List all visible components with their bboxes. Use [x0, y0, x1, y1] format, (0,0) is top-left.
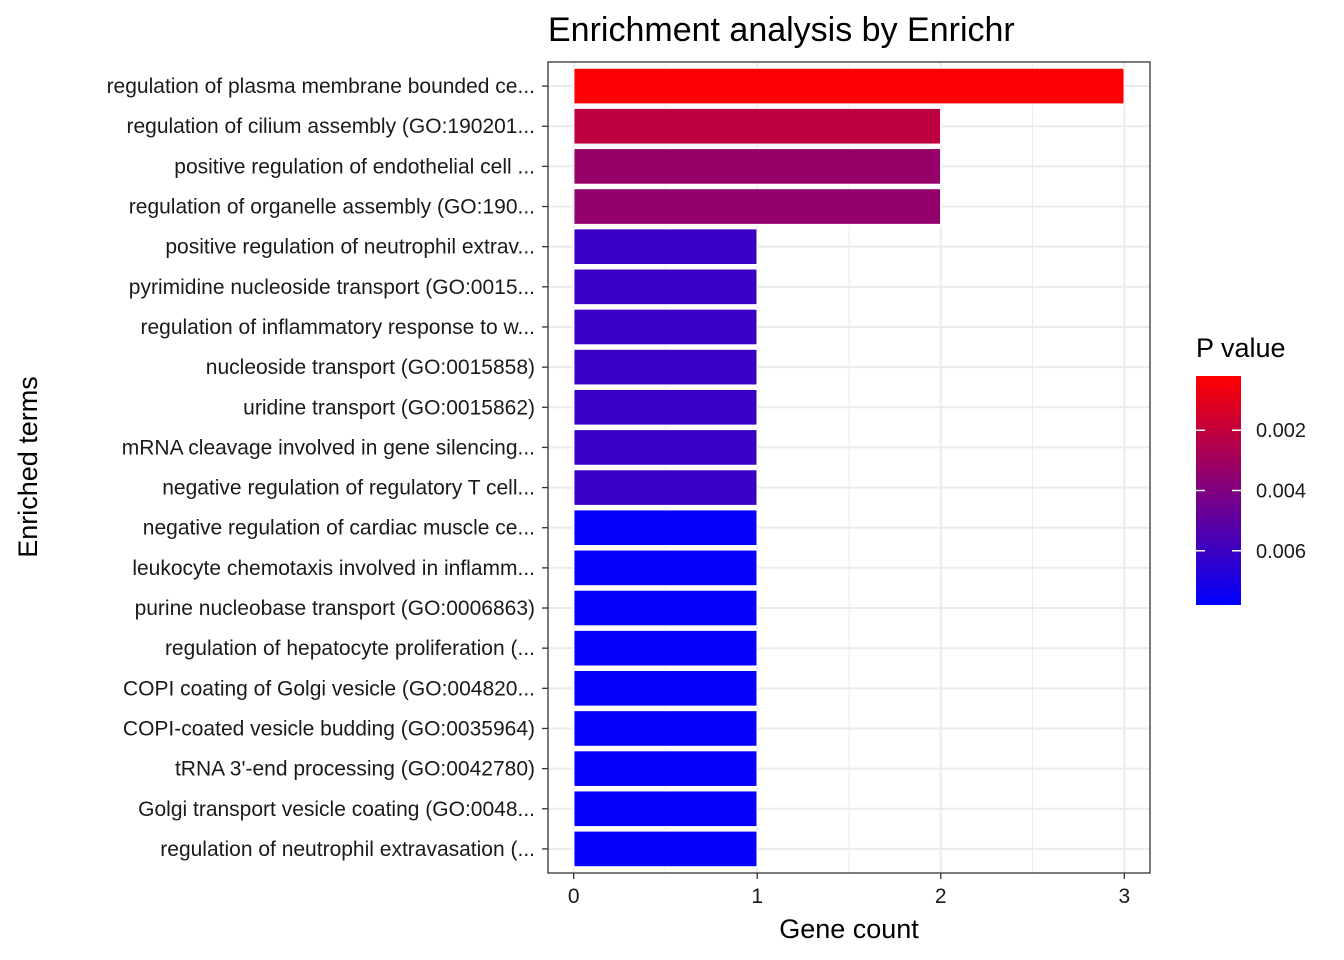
y-tick-label: positive regulation of neutrophil extrav… [165, 236, 535, 259]
chart-title: Enrichment analysis by Enrichr [548, 11, 1015, 49]
y-tick-label: negative regulation of cardiac muscle ce… [143, 517, 535, 540]
y-tick-label: COPI coating of Golgi vesicle (GO:004820… [123, 677, 535, 700]
x-tick-label: 1 [751, 885, 763, 908]
y-tick-label: regulation of inflammatory response to w… [140, 316, 535, 339]
legend-tick-label: 0.004 [1256, 481, 1306, 503]
y-tick-label: positive regulation of endothelial cell … [174, 155, 535, 178]
y-tick-label: nucleoside transport (GO:0015858) [206, 356, 535, 379]
y-tick-label: mRNA cleavage involved in gene silencing… [122, 436, 535, 459]
bars [572, 67, 1126, 868]
bar [572, 789, 758, 828]
y-tick-label: regulation of organelle assembly (GO:190… [129, 196, 535, 219]
x-tick-label: 2 [935, 885, 947, 908]
x-tick-label: 3 [1118, 885, 1130, 908]
bar [572, 187, 942, 226]
y-tick-label: Golgi transport vesicle coating (GO:0048… [138, 798, 535, 821]
y-tick-label: regulation of hepatocyte proliferation (… [165, 637, 535, 660]
y-tick-label: negative regulation of regulatory T cell… [162, 477, 535, 500]
bar [572, 830, 758, 868]
bar [572, 308, 758, 346]
y-tick-label: leukocyte chemotaxis involved in inflamm… [132, 557, 535, 580]
bar [572, 268, 758, 306]
bar [572, 589, 758, 627]
y-tick-label: COPI-coated vesicle budding (GO:0035964) [123, 717, 535, 740]
x-axis: 0 1 2 3 [568, 873, 1130, 908]
bar [572, 669, 758, 708]
y-tick-label: regulation of cilium assembly (GO:190201… [126, 115, 535, 138]
bar [572, 348, 758, 386]
bar [572, 468, 758, 507]
y-axis: regulation of plasma membrane bounded ce… [107, 75, 548, 861]
bar [572, 549, 758, 587]
y-tick-label: regulation of neutrophil extravasation (… [160, 838, 535, 861]
y-tick-label: purine nucleobase transport (GO:0006863) [135, 597, 535, 620]
x-tick-label: 0 [568, 885, 580, 908]
x-axis-title: Gene count [779, 914, 919, 944]
legend-tick-label: 0.006 [1256, 541, 1306, 563]
bar [572, 508, 758, 547]
legend-ticks: 0.002 0.004 0.006 [1196, 420, 1306, 563]
bar [572, 428, 758, 467]
bar [572, 147, 942, 186]
bar [572, 749, 758, 788]
y-tick-label: regulation of plasma membrane bounded ce… [107, 75, 535, 98]
bar [572, 107, 942, 146]
y-tick-label: uridine transport (GO:0015862) [243, 396, 535, 419]
bar [572, 629, 758, 667]
legend: P value 0.002 0.004 0.006 [1196, 333, 1306, 605]
bar [572, 709, 758, 748]
bar [572, 227, 758, 266]
plot-border [547, 61, 1151, 874]
bar [572, 388, 758, 427]
y-tick-label: tRNA 3'-end processing (GO:0042780) [175, 758, 535, 781]
y-axis-title: Enriched terms [13, 376, 43, 558]
legend-tick-label: 0.002 [1256, 420, 1306, 442]
bar [572, 67, 1126, 105]
y-tick-label: pyrimidine nucleoside transport (GO:0015… [129, 276, 535, 299]
legend-title: P value [1196, 333, 1286, 363]
